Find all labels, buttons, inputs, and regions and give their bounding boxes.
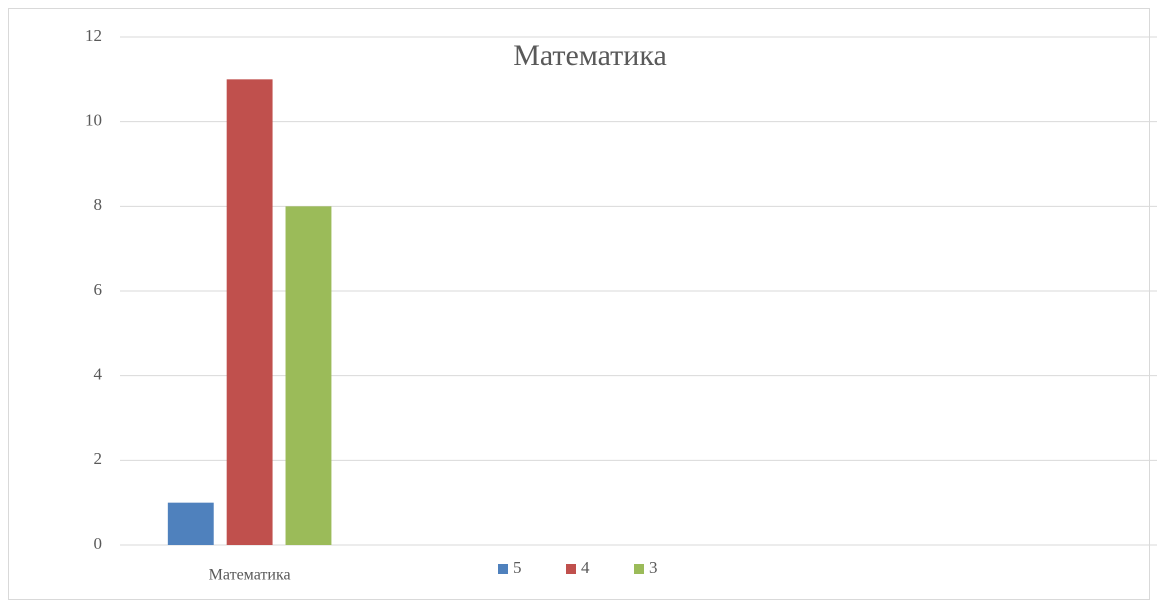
bar [226,79,273,545]
bar [167,502,214,545]
chart-title: Математика [513,39,667,72]
chart-border [8,8,1150,600]
legend-label: 4 [581,558,590,577]
legend-label: 3 [649,558,658,577]
y-tick-label: 6 [94,280,103,299]
y-tick-label: 8 [94,195,103,214]
y-tick-label: 0 [94,534,103,553]
y-tick-label: 4 [94,365,103,384]
legend-swatch [634,564,644,574]
y-tick-label: 10 [85,111,102,130]
bar [285,206,332,546]
x-tick-label: Математика [209,567,291,584]
y-tick-label: 2 [94,449,103,468]
legend-label: 5 [513,558,522,577]
y-tick-label: 12 [85,26,102,45]
legend-swatch [498,564,508,574]
legend-swatch [566,564,576,574]
